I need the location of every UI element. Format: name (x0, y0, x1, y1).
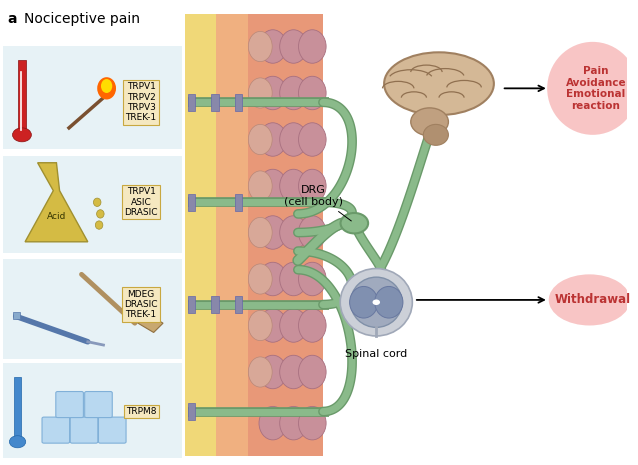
Ellipse shape (248, 218, 272, 248)
Bar (185, 14, 216, 456)
Text: TRPM8: TRPM8 (126, 407, 156, 416)
Ellipse shape (350, 277, 402, 327)
Ellipse shape (95, 221, 103, 229)
Ellipse shape (279, 355, 308, 389)
Circle shape (341, 213, 368, 233)
Ellipse shape (259, 262, 286, 296)
FancyBboxPatch shape (85, 392, 112, 418)
Ellipse shape (279, 216, 308, 249)
Bar (216, 14, 248, 456)
Ellipse shape (93, 198, 101, 206)
Ellipse shape (279, 30, 308, 63)
Ellipse shape (96, 210, 104, 218)
Text: TRPV1
ASIC
DRASIC: TRPV1 ASIC DRASIC (124, 187, 158, 217)
Text: Nociceptive pain: Nociceptive pain (24, 12, 140, 26)
Text: MDEG
DRASIC
TREK-1: MDEG DRASIC TREK-1 (124, 290, 158, 319)
Bar (14, 377, 21, 439)
Text: DRG
(cell body): DRG (cell body) (284, 186, 343, 207)
Bar (188, 94, 195, 111)
Ellipse shape (299, 169, 326, 203)
Ellipse shape (248, 264, 272, 294)
Ellipse shape (375, 286, 403, 318)
Bar (3, 363, 182, 458)
Ellipse shape (248, 311, 272, 340)
Ellipse shape (259, 30, 286, 63)
Ellipse shape (547, 42, 638, 135)
Circle shape (373, 299, 380, 305)
Bar (235, 296, 242, 313)
Ellipse shape (259, 169, 286, 203)
Bar (211, 296, 219, 313)
Ellipse shape (384, 53, 494, 115)
FancyBboxPatch shape (98, 417, 126, 443)
Ellipse shape (259, 123, 286, 156)
FancyBboxPatch shape (56, 392, 84, 418)
Ellipse shape (299, 123, 326, 156)
Ellipse shape (248, 125, 272, 155)
Ellipse shape (299, 216, 326, 249)
Ellipse shape (299, 30, 326, 63)
Circle shape (13, 128, 31, 142)
Text: Withdrawal: Withdrawal (554, 293, 631, 306)
Bar (3, 259, 182, 359)
Ellipse shape (248, 32, 272, 62)
Bar (13, 312, 20, 319)
FancyBboxPatch shape (70, 417, 98, 443)
Bar (3, 46, 182, 149)
Bar (211, 94, 219, 111)
Text: Pain
Avoidance
Emotional
reaction: Pain Avoidance Emotional reaction (565, 66, 626, 111)
Circle shape (10, 436, 26, 448)
Bar (188, 194, 195, 211)
Ellipse shape (279, 262, 308, 296)
Text: Spinal cord: Spinal cord (345, 349, 408, 359)
Ellipse shape (299, 406, 326, 440)
Ellipse shape (279, 123, 308, 156)
Ellipse shape (259, 355, 286, 389)
Ellipse shape (248, 78, 272, 108)
Text: TRPV1
TRPV2
TRPV3
TREK-1: TRPV1 TRPV2 TRPV3 TREK-1 (126, 82, 157, 122)
Bar (248, 14, 323, 456)
Ellipse shape (97, 77, 116, 100)
Ellipse shape (424, 125, 449, 145)
Ellipse shape (259, 216, 286, 249)
Ellipse shape (279, 76, 308, 110)
FancyBboxPatch shape (42, 417, 70, 443)
Ellipse shape (101, 79, 112, 93)
Ellipse shape (259, 76, 286, 110)
Bar (235, 194, 242, 211)
Bar (18, 60, 26, 133)
Ellipse shape (299, 262, 326, 296)
Ellipse shape (350, 286, 378, 318)
Ellipse shape (299, 76, 326, 110)
Bar (235, 94, 242, 111)
Text: Acid: Acid (47, 212, 66, 221)
Text: a: a (8, 12, 17, 26)
Ellipse shape (279, 309, 308, 342)
Ellipse shape (259, 406, 286, 440)
Ellipse shape (259, 309, 286, 342)
Ellipse shape (248, 357, 272, 387)
Ellipse shape (299, 309, 326, 342)
Polygon shape (25, 163, 88, 242)
Bar (188, 296, 195, 313)
Ellipse shape (279, 169, 308, 203)
Ellipse shape (549, 274, 630, 325)
Polygon shape (122, 305, 163, 332)
Ellipse shape (299, 355, 326, 389)
Ellipse shape (248, 171, 272, 201)
Bar (188, 403, 195, 420)
Ellipse shape (411, 108, 449, 136)
Bar (3, 156, 182, 253)
Ellipse shape (279, 406, 308, 440)
Ellipse shape (340, 269, 412, 336)
